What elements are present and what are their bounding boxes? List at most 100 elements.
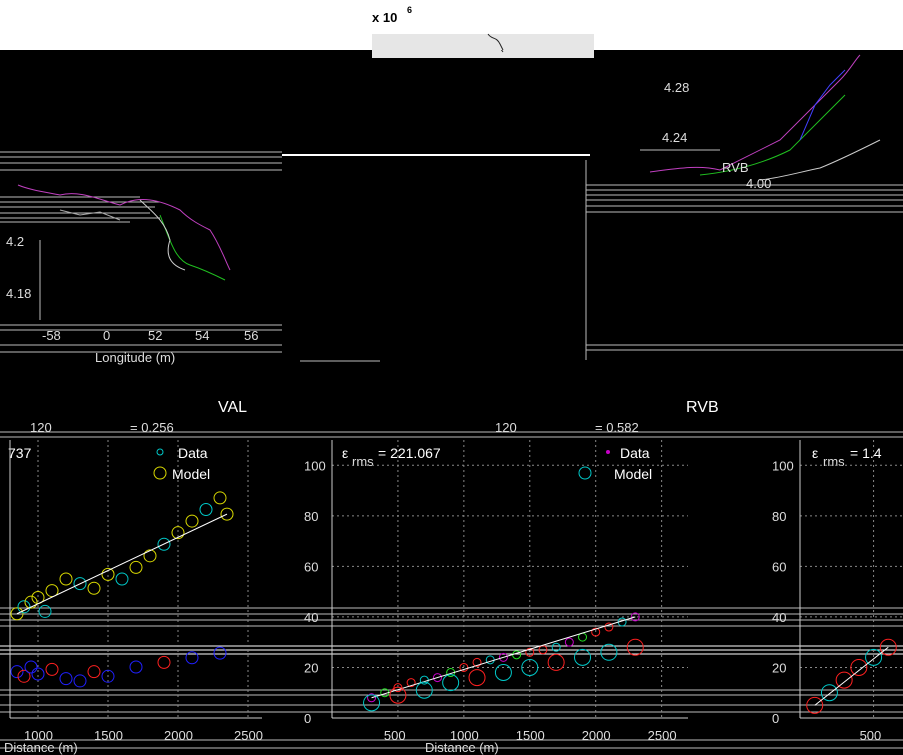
y-tick-label: 40 (304, 610, 318, 625)
left-map-ytick-1: 4.2 (6, 234, 24, 249)
data-point (574, 648, 592, 666)
right-map-label: RVB (722, 160, 749, 175)
data-point (31, 667, 45, 681)
data-point (73, 577, 87, 591)
data-point (415, 681, 433, 699)
data-point (101, 567, 115, 581)
y-tick-label: 80 (304, 509, 318, 524)
left-map-xtick-1: -58 (42, 328, 61, 343)
data-point (393, 683, 403, 693)
data-point (363, 694, 381, 712)
mid-legend-model: Model (614, 466, 652, 482)
left-legend-model: Model (172, 466, 210, 482)
data-point (850, 658, 868, 676)
y-tick-label: 20 (772, 660, 786, 675)
data-point (525, 647, 535, 657)
mid-chart-xlabel: Distance (m) (425, 740, 499, 755)
data-point (87, 581, 101, 595)
mid-scatter-plot: 500 1000 1500 2000 2500 0 20 40 60 80 100 (304, 440, 688, 743)
left-map-xtick-5: 56 (244, 328, 258, 343)
left-chart-equation: = 0.256 (130, 420, 174, 435)
left-scatter-plot: 1000 1500 2000 2500 (9, 440, 263, 743)
y-tick-label: 60 (772, 559, 786, 574)
mid-chart-eps-sub: rms (352, 454, 374, 469)
data-point (213, 646, 227, 660)
left-chart-title: VAL (218, 399, 247, 416)
x-tick-label: 2000 (164, 728, 193, 743)
data-point (45, 662, 59, 676)
data-point (591, 627, 601, 637)
left-map-ytick-2: 4.18 (6, 286, 31, 301)
data-point (59, 672, 73, 686)
x-tick-label: 1000 (450, 728, 479, 743)
left-map-xlabel: Longitude (m) (95, 350, 175, 365)
right-chart-rms: = 1.4 (850, 445, 882, 461)
data-point (468, 669, 486, 687)
x-tick-label: 1500 (516, 728, 545, 743)
data-point (115, 572, 129, 586)
right-map-coastline (649, 54, 881, 181)
data-point (17, 669, 31, 683)
x-tick-label: 2000 (582, 728, 611, 743)
left-chart-xlabel: Distance (m) (4, 740, 78, 755)
data-point (865, 648, 883, 666)
left-map-scanlines (0, 151, 590, 362)
data-point (38, 604, 52, 618)
data-point (143, 549, 157, 563)
data-point (171, 526, 185, 540)
data-point (494, 664, 512, 682)
right-map-label-2: 4.00 (746, 176, 771, 191)
x-tick-label: 1000 (24, 728, 53, 743)
mid-legend: Data Model (578, 445, 652, 482)
y-tick-label: 0 (304, 711, 311, 726)
data-point (459, 662, 469, 672)
y-tick-label: 0 (772, 711, 779, 726)
data-point (806, 696, 824, 714)
mid-legend-data-marker (606, 450, 610, 454)
data-point (220, 507, 234, 521)
y-tick-label: 20 (304, 660, 318, 675)
data-point (185, 651, 199, 665)
data-point (129, 560, 143, 574)
data-point (199, 503, 213, 516)
left-map-xtick-4: 54 (195, 328, 209, 343)
data-point (10, 607, 24, 621)
mid-chart-tick-120: 120 (495, 420, 517, 435)
data-point (367, 693, 377, 703)
right-map-ytick-1: 4.28 (664, 80, 689, 95)
right-map-ytick-2: 4.24 (662, 130, 687, 145)
right-map-scanlines (586, 149, 903, 351)
data-point (406, 678, 416, 688)
x-tick-label: 1500 (94, 728, 123, 743)
left-map-xtick-2: 0 (103, 328, 110, 343)
mid-legend-model-marker (578, 466, 592, 480)
data-point (10, 665, 24, 679)
data-point (442, 674, 460, 692)
data-point (73, 674, 87, 688)
chart-scanlines (0, 431, 903, 749)
mid-chart-rms: = 221.067 (378, 445, 441, 461)
data-point (604, 622, 614, 632)
data-point (879, 638, 897, 656)
data-point (551, 642, 561, 652)
right-chart-eps: ε (812, 445, 818, 461)
fit-line (16, 513, 228, 615)
top-map-exponent-text: x 10 (372, 10, 397, 25)
data-point (101, 669, 115, 683)
y-tick-label: 100 (772, 458, 794, 473)
x-tick-label: 2500 (648, 728, 677, 743)
left-legend: Data Model (153, 445, 210, 482)
data-point (87, 665, 101, 679)
left-chart-rms: 737 (8, 445, 32, 461)
data-point (626, 638, 644, 656)
data-point (213, 491, 227, 505)
left-chart-tick-120: 120 (30, 420, 52, 435)
data-point (472, 657, 482, 667)
top-map-exponent-power: 6 (407, 5, 412, 15)
data-point (630, 612, 640, 622)
data-point (24, 595, 38, 609)
mid-chart-equation: = 0.582 (595, 420, 639, 435)
right-chart-eps-sub: rms (823, 454, 845, 469)
fit-line (371, 616, 636, 699)
